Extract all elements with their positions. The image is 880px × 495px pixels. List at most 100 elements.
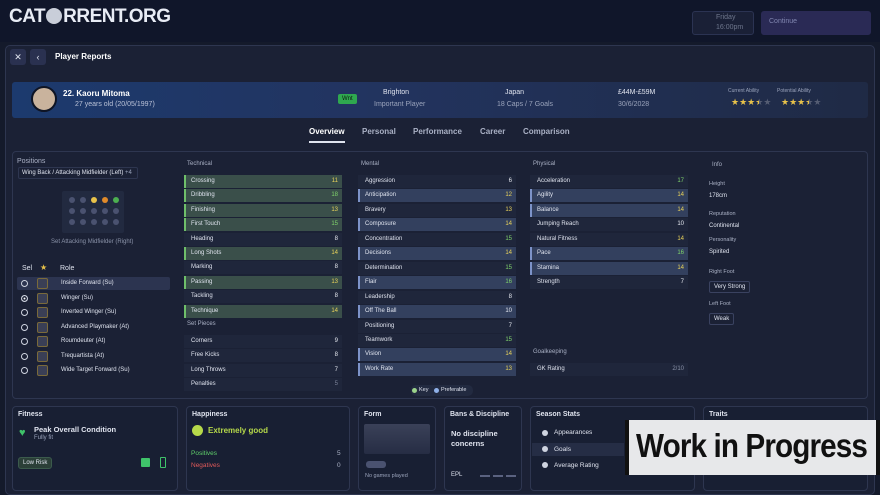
pa-label: Potential Ability xyxy=(777,88,811,94)
attribute-name: Jumping Reach xyxy=(537,221,579,228)
pitch-dot xyxy=(91,197,97,203)
radio[interactable] xyxy=(21,280,28,287)
card xyxy=(186,406,350,491)
pitch-dot xyxy=(80,208,86,214)
tab[interactable]: Comparison xyxy=(523,127,570,136)
attribute-name: Determination xyxy=(365,264,403,271)
attribute-row xyxy=(184,203,342,217)
panel-title[interactable]: Player Reports xyxy=(55,52,112,61)
season-row-hl xyxy=(532,443,624,456)
nation: Japan xyxy=(505,89,525,96)
player-name: 22. Kaoru Mitoma xyxy=(63,89,130,98)
attribute-row xyxy=(358,333,516,347)
radio[interactable] xyxy=(21,294,28,302)
date-day: Friday xyxy=(716,14,736,21)
pitch-dot xyxy=(69,208,75,214)
radio[interactable] xyxy=(21,338,28,345)
attribute-value: 8 xyxy=(334,352,338,359)
date-time: 16:00pm xyxy=(716,24,744,31)
attribute-name: Technique xyxy=(191,307,219,314)
attribute-row xyxy=(184,232,342,246)
attribute-row xyxy=(184,290,342,304)
player-age: 27 years old (20/05/1997) xyxy=(75,101,155,108)
attribute-name: Positioning xyxy=(365,322,395,329)
attribute-value: 14 xyxy=(331,307,338,314)
info-value: Weak xyxy=(709,313,735,325)
attribute-name: Passing xyxy=(191,278,213,285)
continue-button[interactable]: Continue xyxy=(761,11,871,35)
season-icon xyxy=(542,446,548,452)
logo: CAT RRENT.ORG xyxy=(9,6,171,28)
close-button[interactable]: ✕ xyxy=(10,49,26,65)
attribute-value: 8 xyxy=(334,264,338,271)
attribute-value: 14 xyxy=(677,235,684,242)
back-button[interactable]: ‹ xyxy=(30,49,46,65)
pitch-dot xyxy=(102,208,108,214)
legend-label: Key xyxy=(419,387,429,393)
positives-label: Positives xyxy=(191,450,218,457)
attribute-name: First Touch xyxy=(191,221,221,228)
info-label: Reputation xyxy=(709,211,736,217)
star: ★ xyxy=(747,97,756,107)
info-label: Height xyxy=(709,181,725,187)
attribute-value: 16 xyxy=(677,250,684,257)
attribute-value: 8 xyxy=(334,293,338,300)
attribute-name: Balance xyxy=(537,206,559,213)
attribute-value: 16 xyxy=(505,279,512,286)
attribute-row xyxy=(358,203,516,217)
tab[interactable]: Performance xyxy=(413,127,462,136)
radio[interactable] xyxy=(21,323,28,331)
position-select[interactable]: Wing Back / Attacking Midfielder (Left) … xyxy=(18,167,138,179)
pitch-dot xyxy=(69,197,75,203)
attribute-name: Agility xyxy=(537,192,554,199)
pitch-dot xyxy=(113,208,119,214)
squad-status: Important Player xyxy=(374,101,426,108)
attribute-row xyxy=(358,290,516,304)
season-stat: Goals xyxy=(554,445,571,453)
pitch-dot xyxy=(113,219,119,225)
attribute-name: Acceleration xyxy=(537,178,571,184)
section-title: Positions xyxy=(17,158,46,165)
radio[interactable] xyxy=(21,367,28,374)
date-box[interactable] xyxy=(692,11,754,35)
attribute-name: Tackling xyxy=(191,293,213,300)
tab[interactable]: Career xyxy=(480,127,506,136)
role-icon xyxy=(37,292,48,304)
tab[interactable]: Overview xyxy=(309,127,345,143)
tab[interactable]: Personal xyxy=(362,127,396,136)
form-chart xyxy=(364,424,430,454)
attribute-name: Corners xyxy=(191,338,213,344)
attribute-row xyxy=(184,335,342,348)
attribute-value: 14 xyxy=(505,351,512,358)
negatives-value: 0 xyxy=(337,462,341,469)
role-name: Advanced Playmaker (At) xyxy=(61,323,130,330)
attribute-value: 14 xyxy=(331,250,338,256)
attribute-row xyxy=(184,261,342,275)
battery-icon xyxy=(160,457,166,468)
logo-text: CAT xyxy=(9,6,46,27)
role-name: Inside Forward (Su) xyxy=(61,280,114,286)
info-value: Very Strong xyxy=(709,281,751,293)
role-icon xyxy=(37,336,48,347)
role-row[interactable] xyxy=(17,277,170,290)
attribute-name: Concentration xyxy=(365,235,403,242)
attribute-name: Aggression xyxy=(365,178,396,184)
star: ★ xyxy=(731,97,740,107)
role-name: Winger (Su) xyxy=(61,294,94,301)
attribute-row xyxy=(184,175,342,188)
league-label: EPL xyxy=(451,472,463,478)
attribute-name: Teamwork xyxy=(365,336,393,343)
fitness-sub: Fully fit xyxy=(34,435,54,441)
pitch-dot xyxy=(113,197,119,203)
radio[interactable] xyxy=(21,309,28,316)
info-value: Spirited xyxy=(709,249,730,255)
attribute-row xyxy=(530,218,688,232)
card-title: Form xyxy=(364,411,382,418)
attribute-name: Leadership xyxy=(365,293,395,300)
section-title: Info xyxy=(712,162,723,168)
form-note: No games played xyxy=(365,473,408,479)
radio[interactable] xyxy=(21,352,28,360)
attribute-value: 18 xyxy=(331,192,338,199)
section-title: Mental xyxy=(361,161,380,167)
role-name: Trequartista (At) xyxy=(61,352,105,359)
